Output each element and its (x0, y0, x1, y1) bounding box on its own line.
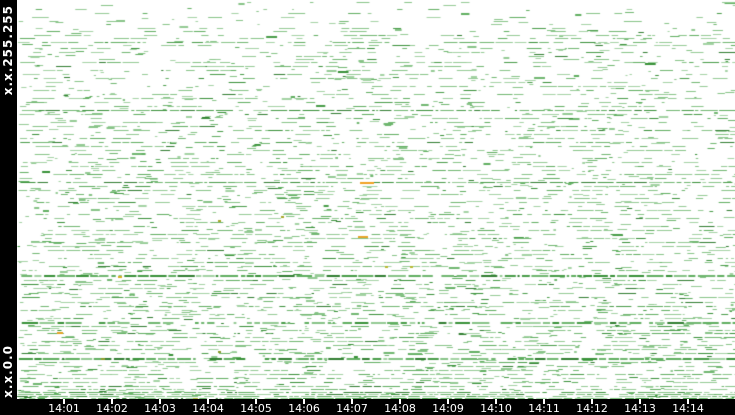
x-tick-mark (447, 399, 449, 404)
x-tick-label: 14:11 (528, 402, 560, 415)
x-tick-mark (399, 399, 401, 404)
x-tick-mark (207, 399, 209, 404)
x-tick-label: 14:03 (144, 402, 176, 415)
x-tick-label: 14:02 (96, 402, 128, 415)
x-tick-mark (63, 399, 65, 404)
x-tick-label: 14:06 (288, 402, 320, 415)
x-tick-mark (687, 399, 689, 404)
x-tick-mark (255, 399, 257, 404)
x-tick-label: 14:05 (240, 402, 272, 415)
scatter-plot-canvas (17, 0, 735, 399)
y-axis-min-label: x.x.0.0 (1, 345, 15, 398)
x-tick-mark (543, 399, 545, 404)
x-tick-label: 14:10 (480, 402, 512, 415)
x-tick-mark (591, 399, 593, 404)
y-axis-bar: x.x.255.255 x.x.0.0 (0, 0, 17, 415)
x-tick-label: 14:04 (192, 402, 224, 415)
x-tick-mark (495, 399, 497, 404)
x-tick-mark (351, 399, 353, 404)
x-tick-mark (303, 399, 305, 404)
x-tick-mark (639, 399, 641, 404)
x-tick-label: 14:09 (432, 402, 464, 415)
x-axis-bar: 14:01 14:02 14:03 14:04 14:05 14:06 14:07 14:08… (0, 399, 735, 415)
x-tick-label: 14:08 (384, 402, 416, 415)
x-tick-mark (159, 399, 161, 404)
y-axis-max-label: x.x.255.255 (1, 5, 15, 96)
x-tick-label: 14:14 (672, 402, 704, 415)
x-tick-label: 14:07 (336, 402, 368, 415)
x-tick-label: 14:13 (624, 402, 656, 415)
x-tick-label: 14:01 (48, 402, 80, 415)
x-tick-label: 14:12 (576, 402, 608, 415)
x-tick-mark (111, 399, 113, 404)
